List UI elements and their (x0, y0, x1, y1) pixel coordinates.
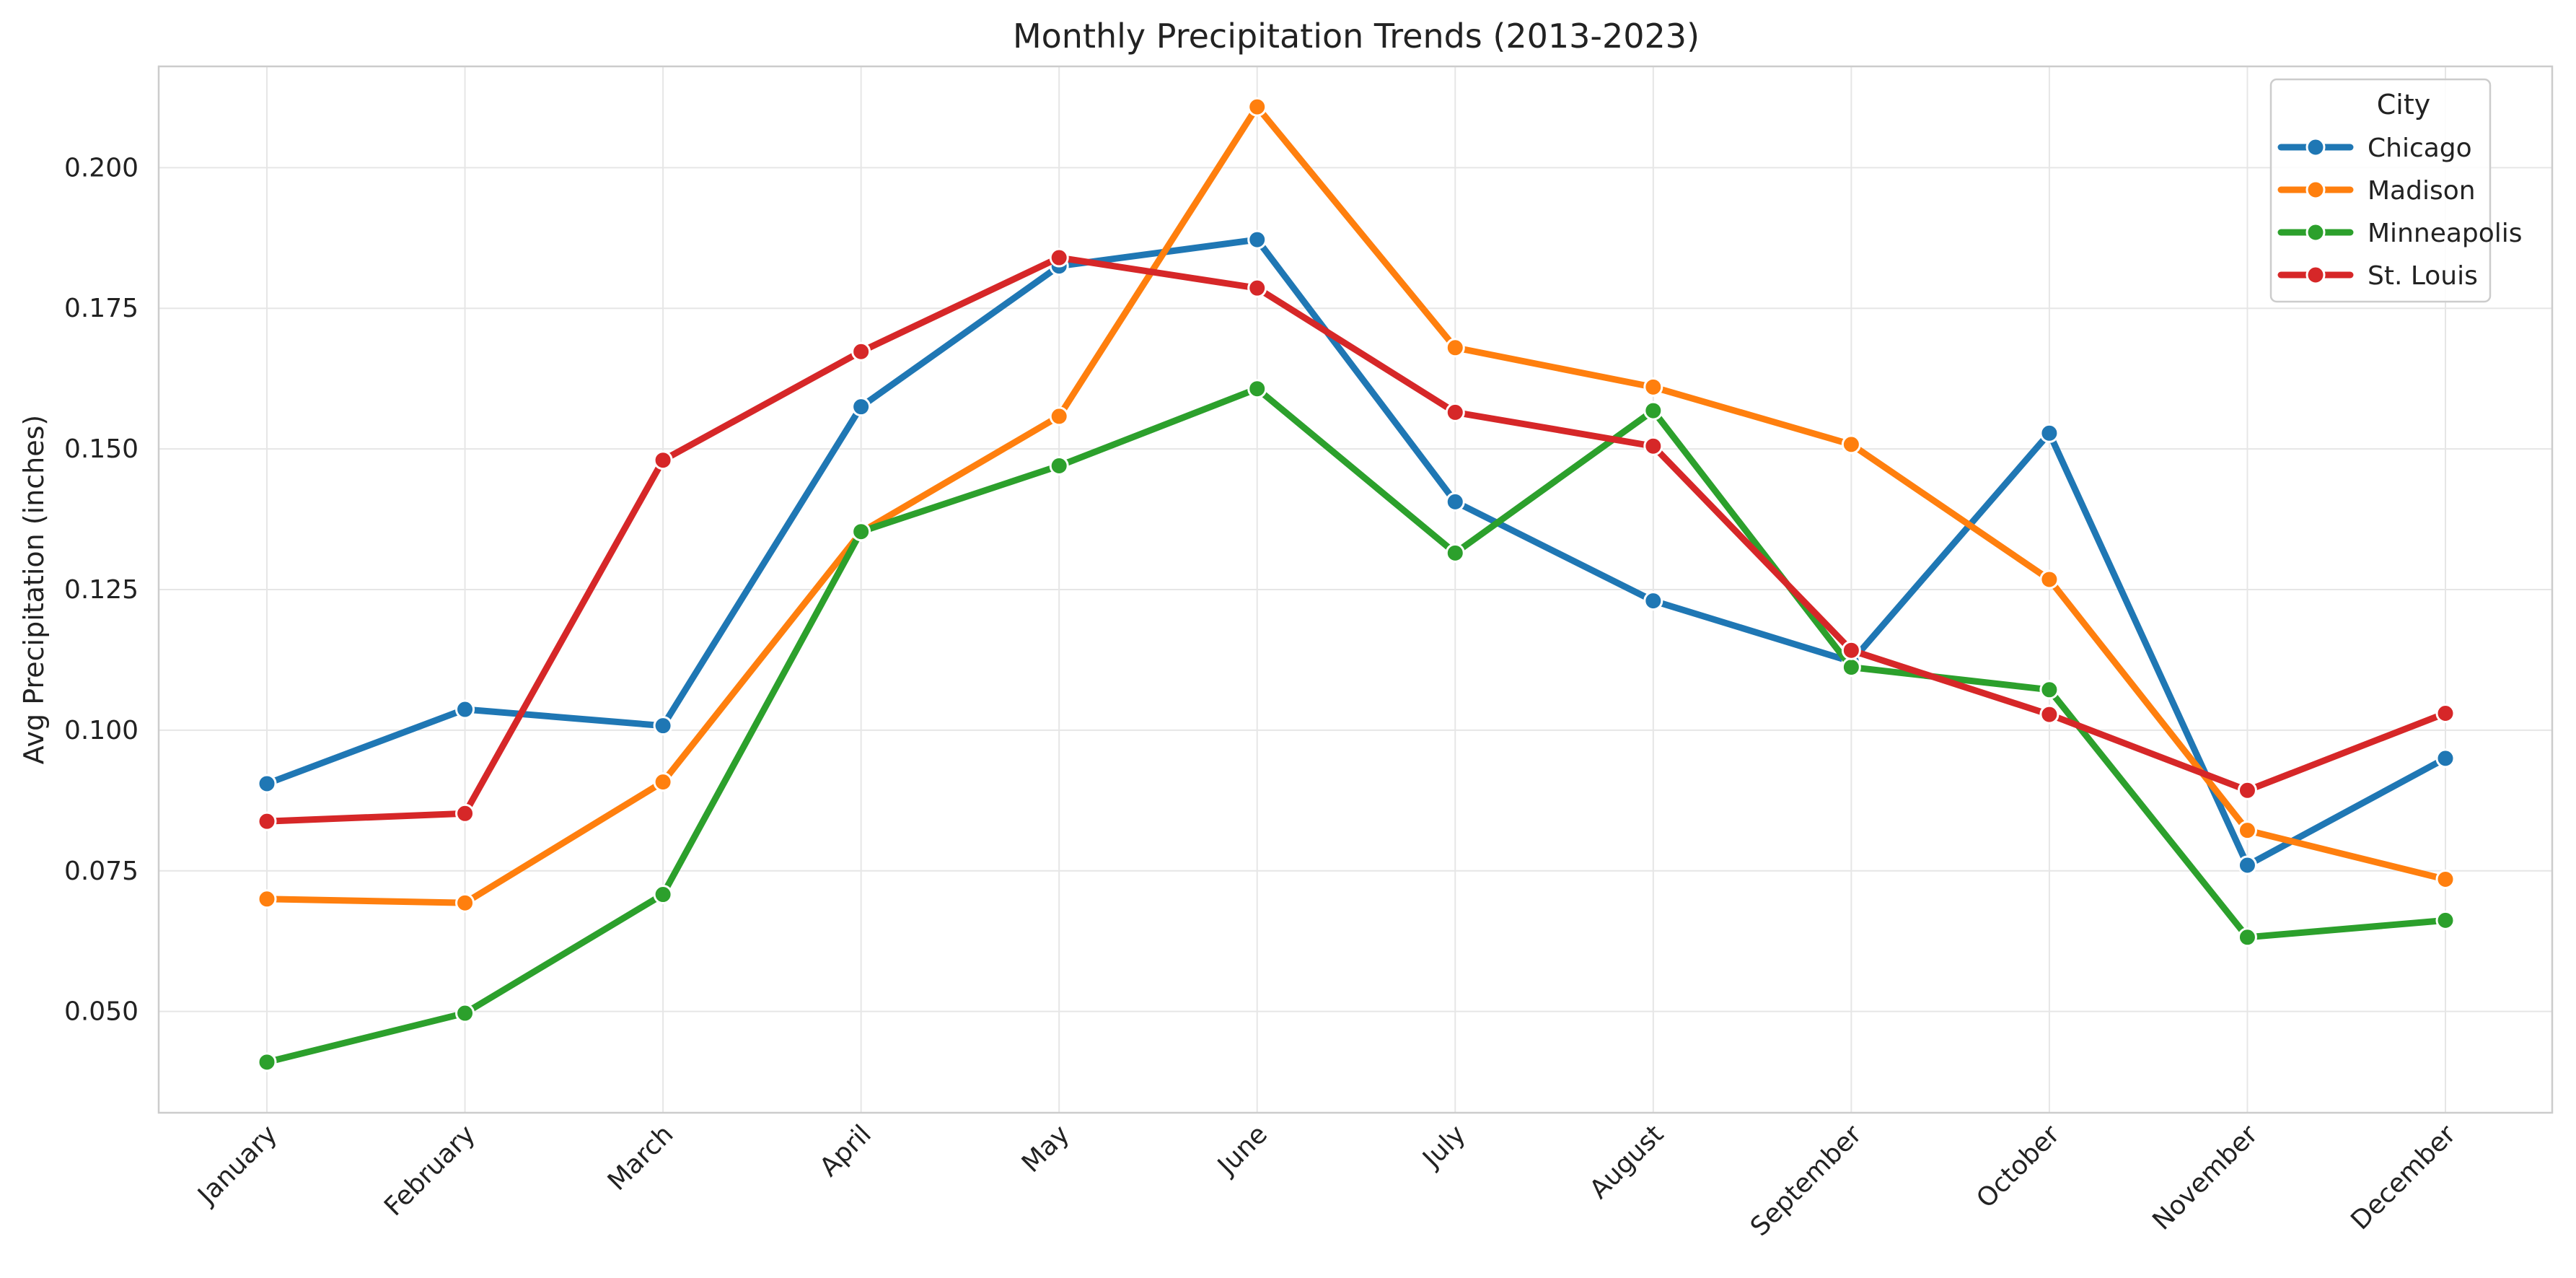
plot-area-frame (157, 65, 2554, 1114)
series-madison (257, 97, 2456, 913)
data-point-chicago (2039, 423, 2060, 443)
series-line-madison (263, 103, 2449, 906)
x-tick-label: September (1745, 1119, 1868, 1242)
legend: City Chicago Madison Minneapolis St. Louis (2269, 78, 2523, 303)
data-point-minneapolis (1643, 401, 1663, 421)
x-tick-label: November (2147, 1119, 2264, 1236)
legend-marker (2305, 180, 2326, 200)
legend-title: City (2377, 89, 2430, 121)
x-tick-label: March (602, 1119, 680, 1196)
data-point-minneapolis (2039, 680, 2060, 700)
data-point-minneapolis (1247, 379, 1267, 399)
data-point-st-louis (1445, 402, 1465, 422)
legend-marker (2305, 222, 2326, 242)
x-tick-label: February (379, 1119, 481, 1222)
data-point-chicago (455, 699, 475, 719)
data-point-minneapolis (1841, 657, 1861, 678)
x-tick-label: June (1211, 1119, 1273, 1181)
y-axis-label: Avg Precipitation (inches) (18, 415, 50, 765)
data-point-minneapolis (455, 1003, 475, 1023)
data-point-madison (1247, 97, 1267, 117)
data-point-chicago (1247, 229, 1267, 250)
x-tick-label: August (1584, 1119, 1669, 1204)
data-point-minneapolis (1049, 455, 1069, 476)
data-point-st-louis (851, 341, 871, 362)
data-point-madison (653, 772, 673, 792)
data-point-minneapolis (851, 522, 871, 542)
data-point-madison (257, 889, 277, 909)
data-point-minneapolis (2435, 910, 2456, 930)
data-point-chicago (1643, 591, 1663, 611)
x-axis-ticks: January February March April May June July Augu… (191, 1119, 2461, 1242)
legend-label: Minneapolis (2368, 219, 2523, 248)
data-point-chicago (851, 397, 871, 417)
data-point-madison (1049, 406, 1069, 426)
data-point-madison (1841, 434, 1861, 455)
legend-item-st-louis: St. Louis (2277, 261, 2478, 291)
series-chicago (257, 229, 2456, 875)
data-point-st-louis (257, 811, 277, 831)
data-point-st-louis (2039, 704, 2060, 725)
data-point-madison (1643, 377, 1663, 397)
series-line-minneapolis (263, 385, 2449, 1066)
data-point-minneapolis (653, 885, 673, 905)
y-tick-label: 0.200 (64, 153, 139, 183)
data-point-minneapolis (257, 1052, 277, 1072)
y-tick-label: 0.175 (64, 294, 139, 323)
data-point-chicago (2237, 855, 2257, 875)
data-point-st-louis (653, 450, 673, 471)
data-point-st-louis (1643, 436, 1663, 456)
data-point-st-louis (2435, 704, 2456, 724)
legend-marker (2305, 265, 2326, 285)
data-point-madison (1445, 338, 1465, 358)
y-tick-label: 0.150 (64, 434, 139, 464)
data-point-chicago (2435, 748, 2456, 769)
y-tick-label: 0.050 (64, 997, 139, 1027)
legend-item-chicago: Chicago (2277, 134, 2472, 163)
y-tick-label: 0.100 (64, 716, 139, 745)
y-axis-ticks: 0.050 0.075 0.100 0.125 0.150 0.175 0.200 (64, 153, 139, 1026)
data-point-st-louis (1247, 278, 1267, 298)
series-line-chicago (263, 236, 2449, 869)
data-point-st-louis (1049, 248, 1069, 268)
y-tick-label: 0.125 (64, 575, 139, 605)
x-tick-label: October (1971, 1119, 2065, 1214)
x-tick-label: May (1016, 1119, 1076, 1178)
data-point-madison (455, 893, 475, 913)
data-point-madison (2435, 869, 2456, 889)
data-point-chicago (257, 774, 277, 794)
legend-box (2269, 78, 2492, 303)
x-tick-label: April (814, 1119, 877, 1182)
data-point-st-louis (455, 803, 475, 823)
x-tick-label: July (1416, 1119, 1471, 1174)
series-minneapolis (257, 379, 2456, 1072)
y-tick-label: 0.075 (64, 857, 139, 886)
data-point-minneapolis (2237, 927, 2257, 947)
legend-label: St. Louis (2368, 261, 2478, 291)
series-st-louis (257, 248, 2456, 831)
data-point-st-louis (1841, 640, 1861, 660)
data-point-minneapolis (1445, 543, 1465, 563)
legend-marker (2305, 137, 2326, 157)
data-point-st-louis (2237, 780, 2257, 800)
data-point-madison (2039, 569, 2060, 590)
data-point-chicago (653, 716, 673, 736)
data-point-chicago (1445, 491, 1465, 512)
legend-item-madison: Madison (2277, 176, 2476, 206)
gridlines (159, 66, 2552, 1113)
x-tick-label: January (191, 1119, 283, 1211)
series-layer (257, 97, 2456, 1072)
chart-title: Monthly Precipitation Trends (2013-2023) (1013, 17, 1700, 56)
legend-label: Chicago (2368, 134, 2472, 163)
x-tick-label: December (2345, 1119, 2461, 1235)
series-line-st-louis (263, 254, 2449, 825)
legend-item-minneapolis: Minneapolis (2277, 219, 2523, 248)
legend-items: Chicago Madison Minneapolis St. Louis (2277, 134, 2523, 291)
legend-label: Madison (2368, 176, 2476, 206)
data-point-madison (2237, 820, 2257, 841)
